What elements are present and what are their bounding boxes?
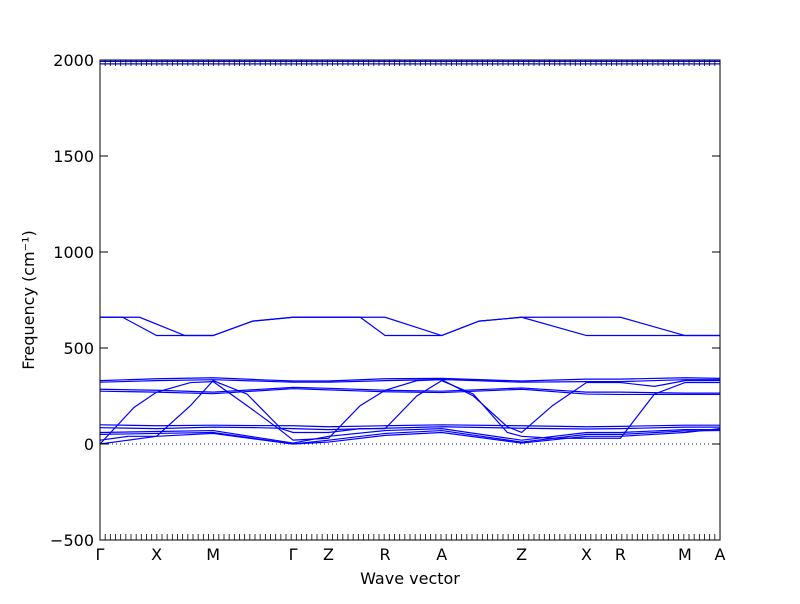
- x-tick-label: Z: [323, 545, 334, 564]
- y-tick-label: −500: [50, 531, 94, 550]
- band-series-11: [99, 426, 720, 431]
- y-tick-label: 1000: [53, 243, 94, 262]
- band-series-9: [99, 379, 720, 441]
- band-series-14: [99, 428, 721, 445]
- x-tick-label: M: [678, 545, 692, 564]
- band-series-10: [99, 424, 720, 428]
- band-series-3: [100, 316, 720, 337]
- axes: −500 0 500 1000 1500 2000 Γ X M Γ Z R A Z X R M A: [50, 51, 725, 564]
- x-tick-label: M: [206, 545, 220, 564]
- y-tick-label: 0: [84, 435, 94, 454]
- x-tick-label: A: [715, 545, 726, 564]
- x-tick-label: R: [615, 545, 626, 564]
- x-tick-label: Γ: [289, 545, 298, 564]
- band-lines: [99, 60, 721, 445]
- x-tick-label: Z: [516, 545, 527, 564]
- band-series-4: [99, 377, 721, 382]
- y-tick-label: 1500: [53, 147, 94, 166]
- band-series-2: [100, 316, 720, 337]
- band-series-13: [99, 429, 721, 445]
- x-tick-label: Γ: [96, 545, 105, 564]
- y-tick-label: 2000: [53, 51, 94, 70]
- band-series-7: [99, 388, 720, 396]
- x-tick-label: X: [581, 545, 592, 564]
- band-series-8: [99, 379, 720, 445]
- plot-frame: [99, 59, 721, 541]
- x-tick-label: A: [436, 545, 447, 564]
- x-axis-label: Wave vector: [360, 569, 460, 588]
- band-series-12: [99, 428, 720, 444]
- x-tick-label: X: [151, 545, 162, 564]
- x-tick-label: R: [380, 545, 391, 564]
- y-tick-label: 500: [63, 339, 94, 358]
- y-axis-label: Frequency (cm⁻¹): [19, 230, 38, 369]
- band-series-5: [99, 378, 720, 383]
